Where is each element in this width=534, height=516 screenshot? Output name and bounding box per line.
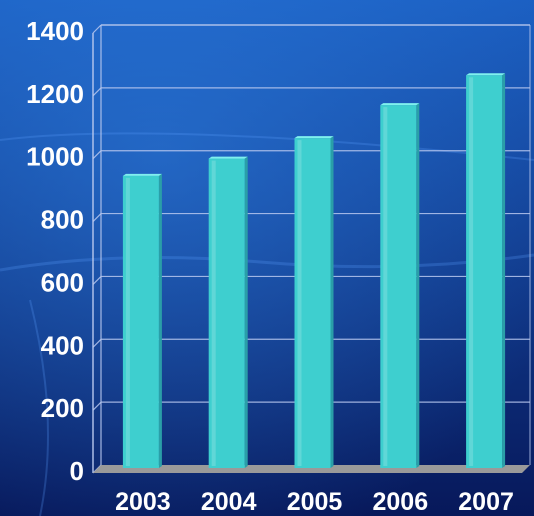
bar-highlight-2004 [212, 161, 216, 466]
bar-side-2003 [159, 174, 162, 468]
bar-top-2004 [209, 157, 248, 159]
y-tick-label-1200: 1200 [26, 79, 84, 109]
y-tick-label-400: 400 [41, 330, 84, 360]
bar-side-2006 [416, 103, 419, 468]
x-tick-label-2005: 2005 [287, 488, 343, 516]
y-tick-label-800: 800 [41, 205, 84, 235]
y-tick-label-1400: 1400 [26, 16, 84, 46]
bar-top-2006 [380, 103, 419, 105]
bar-highlight-2007 [469, 77, 473, 466]
x-tick-label-2003: 2003 [115, 488, 171, 516]
x-tick-label-2007: 2007 [458, 488, 514, 516]
y-tick-label-200: 200 [41, 393, 84, 423]
bar-top-2003 [123, 174, 162, 176]
bar-highlight-2006 [383, 107, 387, 466]
bar-highlight-2003 [126, 178, 130, 466]
bar-top-2007 [466, 73, 505, 75]
x-tick-label-2006: 2006 [372, 488, 428, 516]
bar-highlight-2005 [298, 140, 302, 466]
bar-top-2005 [295, 136, 334, 138]
y-tick-label-600: 600 [41, 267, 84, 297]
x-tick-label-2004: 2004 [201, 488, 257, 516]
y-tick-label-0: 0 [70, 456, 84, 486]
bar-side-2007 [502, 73, 505, 468]
bar-side-2004 [245, 157, 248, 468]
bar-side-2005 [331, 136, 334, 468]
y-tick-label-1000: 1000 [26, 142, 84, 172]
